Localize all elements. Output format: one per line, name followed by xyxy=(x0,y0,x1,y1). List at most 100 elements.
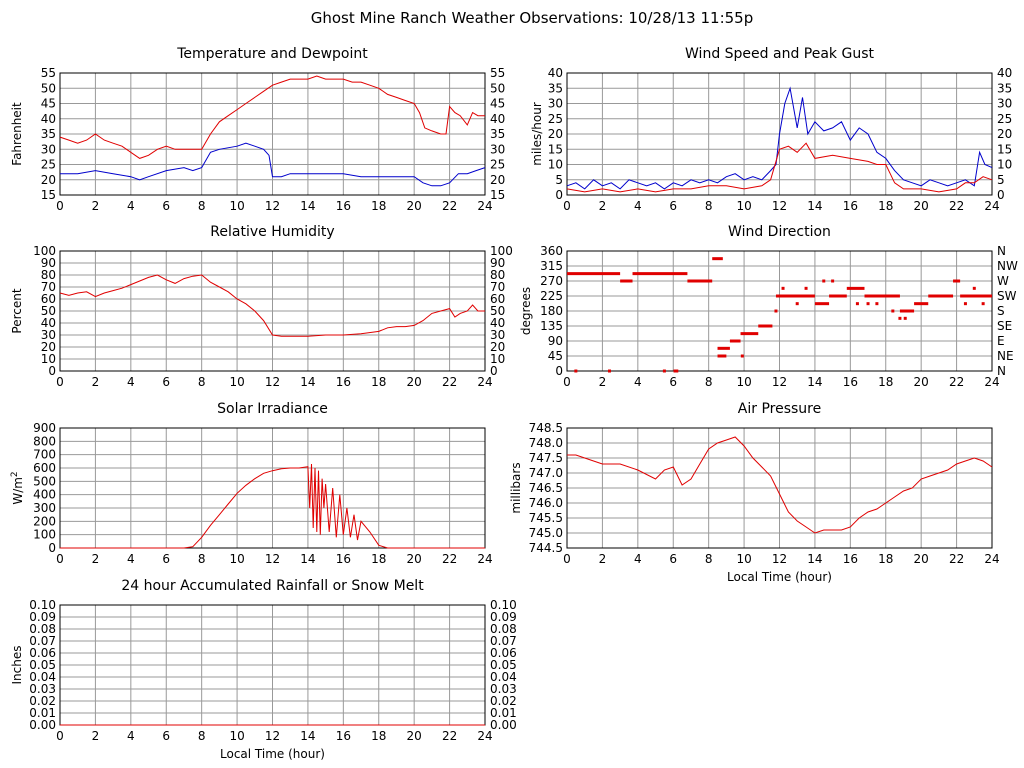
winddir-ytick-label: 360 xyxy=(540,244,563,258)
solar-ylabel: W/m2 xyxy=(10,471,25,504)
rain-title: 24 hour Accumulated Rainfall or Snow Mel… xyxy=(121,578,424,594)
winddir-direction-point xyxy=(662,369,666,373)
temp-ytick-right-label: 55 xyxy=(490,66,505,80)
humidity-ytick-right-label: 90 xyxy=(490,256,505,270)
humidity-ytick-right-label: 50 xyxy=(490,304,505,318)
pressure-ytick-label: 748.5 xyxy=(529,421,563,435)
humidity-xtick-label: 16 xyxy=(336,375,351,389)
solar-xtick-label: 6 xyxy=(162,552,170,566)
solar-title: Solar Irradiance xyxy=(217,401,328,417)
temp-ytick-label: 20 xyxy=(41,173,56,187)
humidity-ytick-label: 20 xyxy=(41,340,56,354)
temp-ytick-right-label: 40 xyxy=(490,112,505,126)
temp-xtick-label: 4 xyxy=(127,199,135,213)
wind-ytick-label: 15 xyxy=(548,142,563,156)
pressure-xtick-label: 0 xyxy=(563,552,571,566)
rain-xtick-label: 6 xyxy=(162,729,170,743)
humidity-xtick-label: 14 xyxy=(300,375,315,389)
solar-series-line-1 xyxy=(60,463,485,549)
temp-xtick-label: 18 xyxy=(371,199,386,213)
rain-ytick-right-label: 0.09 xyxy=(490,610,517,624)
humidity-xtick-label: 18 xyxy=(371,375,386,389)
rain-panel: 24 hour Accumulated Rainfall or Snow Mel… xyxy=(10,578,517,761)
wind-xtick-label: 8 xyxy=(705,199,713,213)
winddir-direction-point xyxy=(891,309,895,313)
temp-xtick-label: 24 xyxy=(477,199,492,213)
pressure-ytick-label: 744.5 xyxy=(529,541,563,555)
winddir-direction-point xyxy=(898,316,902,320)
rain-ytick-label: 0.07 xyxy=(29,634,56,648)
humidity-ytick-right-label: 10 xyxy=(490,352,505,366)
temp-ytick-right-label: 50 xyxy=(490,81,505,95)
solar-xtick-label: 2 xyxy=(92,552,100,566)
wind-xtick-label: 22 xyxy=(949,199,964,213)
humidity-ylabel: Percent xyxy=(10,288,24,333)
temp-ytick-label: 55 xyxy=(41,66,56,80)
wind-title: Wind Speed and Peak Gust xyxy=(685,46,874,62)
rain-ytick-right-label: 0.01 xyxy=(490,706,517,720)
pressure-xtick-label: 6 xyxy=(669,552,677,566)
temp-series-line-2 xyxy=(60,142,486,187)
wind-ytick-label: 40 xyxy=(548,66,563,80)
pressure-ytick-label: 747.0 xyxy=(529,466,563,480)
rain-xtick-label: 0 xyxy=(56,729,64,743)
pressure-title: Air Pressure xyxy=(738,401,821,417)
rain-ytick-label: 0.00 xyxy=(29,718,56,732)
humidity-ytick-label: 30 xyxy=(41,328,56,342)
wind-ytick-label: 35 xyxy=(548,81,563,95)
wind-xtick-label: 0 xyxy=(563,199,571,213)
wind-xtick-label: 2 xyxy=(599,199,607,213)
rain-xtick-label: 8 xyxy=(198,729,206,743)
winddir-ytick-right-label: SE xyxy=(997,319,1012,333)
humidity-ytick-right-label: 100 xyxy=(490,244,513,258)
pressure-ylabel: millibars xyxy=(509,462,523,513)
temp-xtick-label: 6 xyxy=(162,199,170,213)
humidity-ytick-right-label: 20 xyxy=(490,340,505,354)
winddir-xtick-label: 2 xyxy=(599,375,607,389)
humidity-xtick-label: 12 xyxy=(265,375,280,389)
rain-ytick-label: 0.06 xyxy=(29,646,56,660)
temp-xtick-label: 22 xyxy=(442,199,457,213)
winddir-direction-point xyxy=(740,354,744,358)
winddir-ytick-right-label: S xyxy=(997,304,1005,318)
rain-ytick-right-label: 0.08 xyxy=(490,622,517,636)
winddir-xtick-label: 24 xyxy=(984,375,999,389)
winddir-ytick-right-label: NE xyxy=(997,349,1014,363)
rain-ytick-label: 0.04 xyxy=(29,670,56,684)
rain-ytick-label: 0.03 xyxy=(29,682,56,696)
temp-ylabel: Fahrenheit xyxy=(10,102,24,166)
humidity-ytick-label: 50 xyxy=(41,304,56,318)
rain-xtick-label: 2 xyxy=(92,729,100,743)
wind-frame xyxy=(566,72,993,196)
winddir-direction-point xyxy=(963,302,967,306)
humidity-ytick-right-label: 70 xyxy=(490,280,505,294)
winddir-xtick-label: 18 xyxy=(878,375,893,389)
rain-ytick-label: 0.01 xyxy=(29,706,56,720)
wind-xtick-label: 14 xyxy=(807,199,822,213)
rain-ytick-label: 0.05 xyxy=(29,658,56,672)
humidity-ytick-label: 0 xyxy=(48,364,56,378)
rain-ytick-right-label: 0.02 xyxy=(490,694,517,708)
temp-ytick-right-label: 45 xyxy=(490,97,505,111)
winddir-ytick-right-label: N xyxy=(997,364,1006,378)
wind-ytick-right-label: 0 xyxy=(997,188,1005,202)
humidity-ytick-label: 40 xyxy=(41,316,56,330)
pressure-xtick-label: 24 xyxy=(984,552,999,566)
solar-xtick-label: 8 xyxy=(198,552,206,566)
rain-ytick-label: 0.09 xyxy=(29,610,56,624)
pressure-xtick-label: 8 xyxy=(705,552,713,566)
pressure-xtick-label: 4 xyxy=(634,552,642,566)
rain-xtick-label: 18 xyxy=(371,729,386,743)
humidity-ytick-label: 10 xyxy=(41,352,56,366)
humidity-ytick-right-label: 30 xyxy=(490,328,505,342)
solar-ytick-label: 500 xyxy=(33,474,56,488)
temp-frame xyxy=(59,72,486,196)
winddir-xtick-label: 4 xyxy=(634,375,642,389)
winddir-direction-point xyxy=(608,369,611,373)
solar-ytick-label: 400 xyxy=(33,488,56,502)
rain-xtick-label: 12 xyxy=(265,729,280,743)
rain-xtick-label: 16 xyxy=(336,729,351,743)
wind-ytick-right-label: 30 xyxy=(997,97,1012,111)
